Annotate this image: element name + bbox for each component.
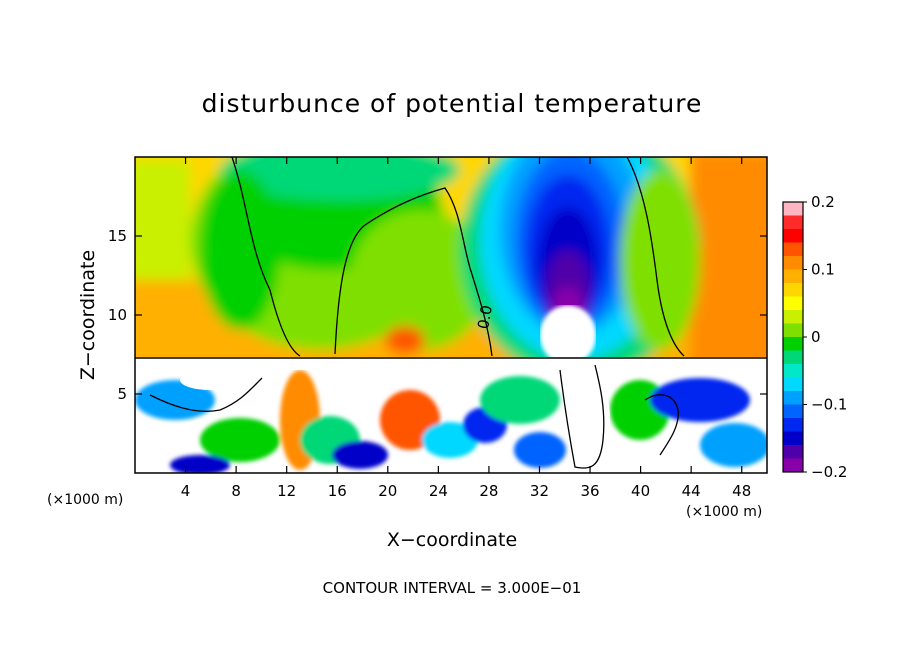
y-axis: 5 10 15 (108, 227, 767, 403)
colorbar-swatch (783, 256, 803, 270)
chart-title: disturbunce of potential temperature (202, 89, 703, 118)
contour-value-label: 0.0 (474, 304, 496, 331)
x-tick-label: 24 (429, 482, 448, 500)
x-tick-label: 8 (231, 482, 241, 500)
x-tick-label: 48 (732, 482, 751, 500)
colorbar-swatch (783, 310, 803, 324)
y-axis-label: Z−coordinate (77, 250, 99, 380)
colorbar-ticks: 0.2 0.1 0 −0.1 −0.2 (803, 193, 847, 481)
colorbar-swatch (783, 269, 803, 284)
colorbar-tick-label: 0.1 (811, 261, 835, 279)
colorbar-swatch (783, 404, 803, 419)
x-tick-label: 32 (530, 482, 549, 500)
x-tick-label: 28 (479, 482, 498, 500)
x-tick-label: 36 (580, 482, 599, 500)
colorbar-swatch (783, 391, 803, 405)
y-tick-label: 15 (108, 227, 127, 245)
x-tick-label: 12 (277, 482, 296, 500)
x-tick-label: 4 (181, 482, 191, 500)
colorbar-swatch (783, 377, 803, 392)
x-tick-label: 40 (631, 482, 650, 500)
colorbar-swatch (783, 202, 803, 216)
colorbar-tick-label: −0.1 (811, 396, 847, 414)
colorbar-swatch (783, 350, 803, 365)
colorbar-swatch (783, 283, 803, 297)
x-axis: 4 8 12 16 20 24 28 32 36 40 44 48 (181, 157, 751, 500)
contour-interval-note: CONTOUR INTERVAL = 3.000E−01 (323, 579, 582, 597)
x-unit-left: (×1000 m) (47, 492, 123, 508)
colorbar-swatch (783, 242, 803, 257)
colorbar-tick-label: −0.2 (811, 463, 847, 481)
x-tick-label: 20 (378, 482, 397, 500)
potential-temperature-field (135, 156, 767, 473)
colorbar-swatch (783, 323, 803, 338)
y-tick-label: 5 (117, 385, 127, 403)
colorbar (783, 202, 803, 473)
colorbar-swatch (783, 431, 803, 446)
colorbar-swatch (783, 458, 803, 473)
colorbar-tick-label: 0.2 (811, 193, 835, 211)
colorbar-swatch (783, 296, 803, 311)
x-axis-label: X−coordinate (387, 529, 517, 551)
x-tick-label: 44 (682, 482, 701, 500)
y-tick-label: 10 (108, 306, 127, 324)
colorbar-tick-label: 0 (811, 328, 821, 346)
colorbar-swatch (783, 337, 803, 351)
x-tick-label: 16 (328, 482, 347, 500)
colorbar-swatch (783, 418, 803, 432)
colorbar-swatch (783, 445, 803, 459)
colorbar-swatch (783, 215, 803, 230)
x-unit-right: (×1000 m) (686, 504, 762, 520)
colorbar-swatch (783, 364, 803, 378)
contour-labels: 0.0 (474, 304, 496, 331)
colorbar-swatch (783, 229, 803, 243)
